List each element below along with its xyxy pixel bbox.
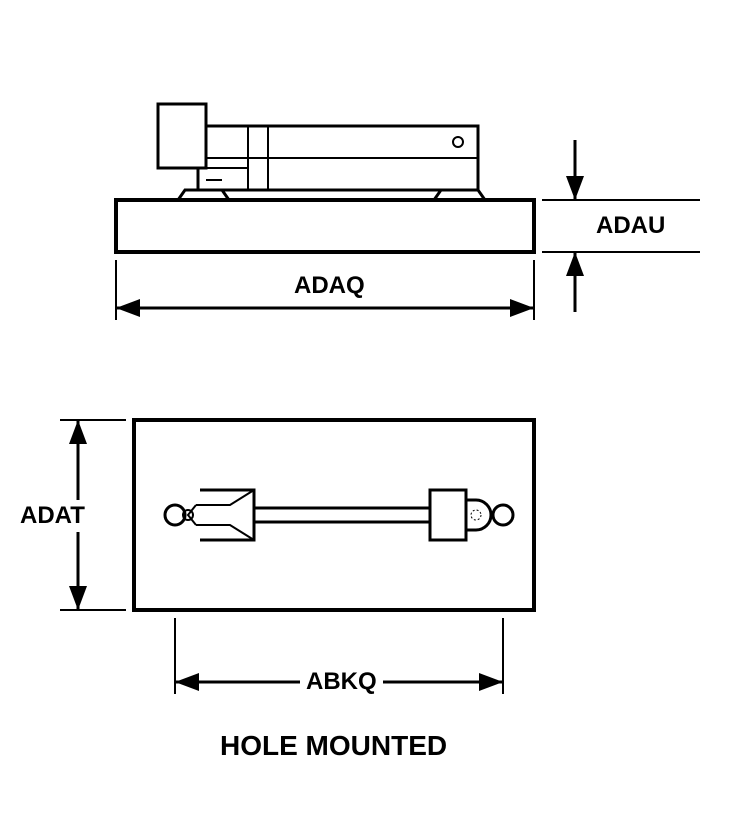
top-bracket-right xyxy=(430,490,466,540)
label-abkq: ABKQ xyxy=(300,668,383,696)
side-body-hole xyxy=(453,137,463,147)
adau-arrow-bot xyxy=(566,252,584,276)
top-terminal-right-hole xyxy=(471,510,481,520)
side-endcap xyxy=(158,104,206,168)
adaq-arrow-left xyxy=(116,299,140,317)
adaq-arrow-right xyxy=(510,299,534,317)
technical-diagram: ADAU ADAQ ADAT ABKQ HOLE MOUNTED xyxy=(0,0,752,824)
abkq-arrow-left xyxy=(175,673,199,691)
label-adat: ADAT xyxy=(20,500,85,532)
top-hole-right xyxy=(493,505,513,525)
abkq-arrow-right xyxy=(479,673,503,691)
top-bracket-left xyxy=(200,490,254,540)
diagram-svg xyxy=(0,0,752,824)
adat-arrow-bot xyxy=(69,586,87,610)
label-adau: ADAU xyxy=(596,212,665,240)
top-terminal-left xyxy=(188,490,254,540)
adau-arrow-top xyxy=(566,176,584,200)
adat-arrow-top xyxy=(69,420,87,444)
top-terminal-right xyxy=(466,500,491,530)
label-adaq: ADAQ xyxy=(288,272,371,300)
side-base-plate xyxy=(116,200,534,252)
diagram-title: HOLE MOUNTED xyxy=(220,730,447,762)
